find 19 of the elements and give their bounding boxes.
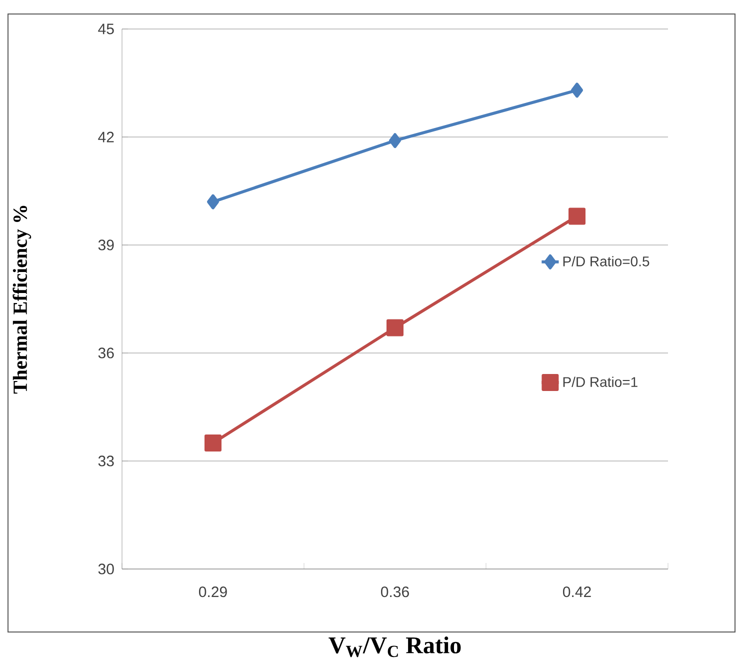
legend-label: P/D Ratio=1 [563,376,638,388]
point [204,434,222,452]
point [389,133,401,148]
y-tick-label: 42 [98,132,114,142]
y-tick-label: 33 [98,456,114,466]
point [571,82,584,98]
x-tick-label: 0.36 [380,586,409,598]
x-tick-label: 0.42 [562,586,591,598]
y-tick-label: 45 [98,24,114,34]
point [386,319,404,336]
text: V$_{W}$/V$_{C}$ Ratio [328,636,461,658]
x-tick-label: 0.29 [198,586,227,598]
point [568,208,586,225]
y-tick-label: 39 [98,240,114,250]
legend-label: P/D Ratio=0.5 [563,256,650,266]
point [207,194,219,210]
y-tick-label: 30 [98,564,114,574]
y-axis-title: Thermal Efficiency % [12,206,32,394]
y-tick-label: 36 [98,348,114,358]
